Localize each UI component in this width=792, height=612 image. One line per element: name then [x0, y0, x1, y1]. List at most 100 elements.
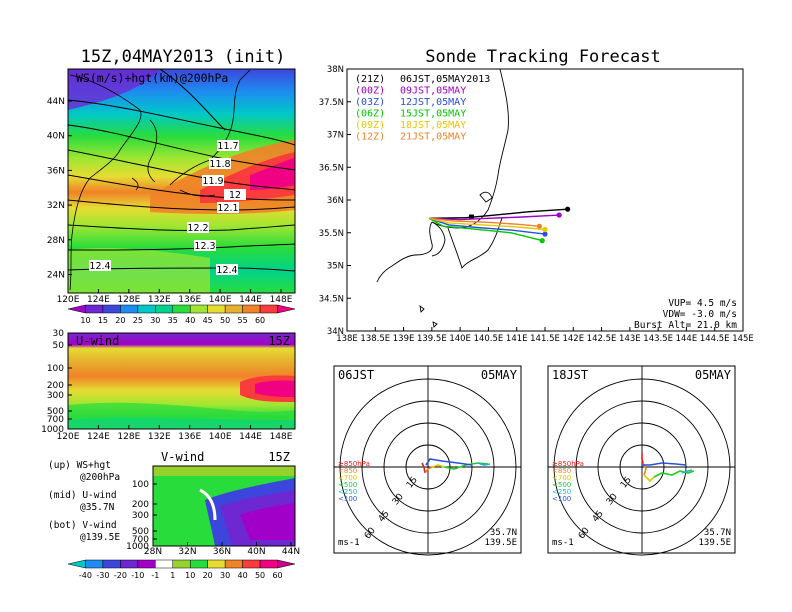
colorbar-tick-label: 10 [185, 571, 195, 580]
note-line: @35.7N [80, 502, 115, 513]
hodograph-date: 05MAY [481, 368, 518, 382]
vwind-lat-label: 44N [282, 547, 300, 557]
hodograph-trace [425, 458, 473, 466]
track-lon-label: 141E [506, 334, 528, 344]
wind-speed-map: 15Z,04MAY2013 (init) [47, 47, 296, 325]
map-lat-label: 28N [47, 236, 65, 246]
legend-text: 18JST,05MAY [400, 120, 466, 131]
track-endpoint [542, 231, 548, 237]
track-lon-label: 143E [619, 334, 641, 344]
track-lat-label: 38N [327, 65, 344, 75]
legend-text: 12JST,05MAY [400, 97, 466, 108]
track-lon-ticks: 138E 138.5E 139E 139.5E 140E 140.5E 141E 141.5E… [336, 327, 754, 344]
map-lon-label: 144E [239, 295, 262, 305]
contour-label: 12.4 [216, 265, 237, 276]
colorbar-swatch [67, 559, 86, 569]
legend-text: 21JST,05MAY [400, 132, 466, 143]
track-param: VDW= -3.0 m/s [663, 309, 737, 320]
hodograph-level-label: <250 [338, 488, 357, 496]
track-lon-label: 142.5E [587, 334, 617, 344]
uwind-pressure-label: 50 [53, 341, 65, 351]
uwind-pressure-label: 100 [47, 364, 64, 374]
contour-label-bg [194, 240, 216, 251]
track-lat-label: 34N [327, 327, 344, 337]
map-lat-label: 44N [47, 97, 65, 107]
colorbar-tick-label: -20 [114, 571, 127, 580]
colorbar-swatch [277, 304, 296, 314]
hodograph-trace [642, 462, 687, 466]
colorbar-tick-label: -30 [96, 571, 109, 580]
hodograph-unit: ms-1 [338, 538, 360, 548]
hodograph-time: 18JST [552, 368, 588, 382]
vwind-label: V-wind [161, 450, 204, 464]
hodograph-level-label: <850 [338, 467, 357, 475]
map-lon-label: 148E [270, 295, 293, 305]
uwind-lon-ticks: 120E 124E 128E 132E 136E 140E 144E 148E [57, 425, 293, 442]
colorbar-tick-label: 1 [170, 571, 175, 580]
colorbar-tick-label: 45 [203, 316, 213, 325]
hodograph-trace [653, 470, 695, 478]
track-lon-label: 138E [336, 334, 358, 344]
legend-code: (06Z) [355, 109, 385, 120]
hodograph-lon: 139.5E [484, 538, 517, 548]
sonde-tracks [428, 206, 571, 244]
map-lon-label: 128E [117, 295, 140, 305]
vwind-pressure-label: 200 [132, 500, 149, 510]
track-lon-label: 142E [562, 334, 584, 344]
colorbar-tick-label: 50 [220, 316, 230, 325]
track-lat-label: 37.5N [319, 98, 344, 108]
legend-code: (09Z) [355, 120, 385, 131]
track-lat-label: 36.5N [319, 163, 344, 173]
map-lon-label: 120E [57, 295, 80, 305]
track-lat-label: 37N [327, 131, 344, 141]
track-param: Burst Alt= 21.0 km [634, 320, 737, 331]
hodograph-level-label: ≥850hPa [338, 460, 370, 468]
hodograph-date: 05MAY [695, 368, 732, 382]
track-endpoint [556, 212, 562, 218]
hodograph-level-label: <100 [552, 495, 571, 503]
colorbar-swatch [155, 559, 174, 569]
colorbar-swatch [172, 559, 191, 569]
colorbar-tick-label: -40 [79, 571, 92, 580]
colorbar-tick-label: 50 [255, 571, 265, 580]
track-endpoint [539, 238, 545, 244]
track-lon-label: 140E [449, 334, 471, 344]
uwind-pressure-label: 200 [47, 381, 64, 391]
uwind-lon-label: 120E [57, 432, 80, 442]
contour-label-bg [217, 202, 239, 213]
uwind-pressure-label: 300 [47, 391, 64, 401]
map-lon-label: 132E [148, 295, 171, 305]
hodograph-level-label: <850 [552, 467, 571, 475]
contour-label: 12 [229, 190, 241, 201]
track-line [428, 217, 540, 227]
track-lon-label: 139E [393, 334, 415, 344]
colorbar-tick-label: 40 [185, 316, 195, 325]
contour-label: 12.3 [194, 241, 215, 252]
note-line: (up) WS+hgt [48, 460, 111, 471]
note-line: @139.5E [80, 532, 120, 543]
legend-code: (12Z) [355, 132, 385, 143]
hodograph-trace [681, 469, 693, 474]
colorbar-swatch [207, 559, 226, 569]
vwind-colorbar: -40 -30 -20 -10 -1 1 10 20 30 40 50 60 [67, 559, 296, 580]
note-line: (mid) U-wind [48, 490, 117, 501]
colorbar-swatch [277, 559, 296, 569]
vwind-lat-label: 40N [247, 547, 265, 557]
contour-label: 12.4 [89, 261, 110, 272]
map-lat-ticks: 44N 40N 36N 32N 28N 24N [47, 97, 72, 281]
colorbar-swatch [155, 304, 174, 314]
track-line [428, 217, 546, 235]
hodograph-trace [431, 464, 445, 468]
hodograph-level-label: ≥850hPa [552, 460, 584, 468]
hodograph-trace [641, 453, 644, 464]
track-line [428, 217, 543, 242]
contour-label-bg [224, 189, 246, 200]
contour-label-bg [187, 222, 209, 233]
uwind-lon-label: 136E [178, 432, 201, 442]
vwind-lat-label: 28N [144, 547, 162, 557]
map-lon-ticks: 120E 124E 128E 132E 136E 140E 144E 148E [57, 289, 293, 305]
